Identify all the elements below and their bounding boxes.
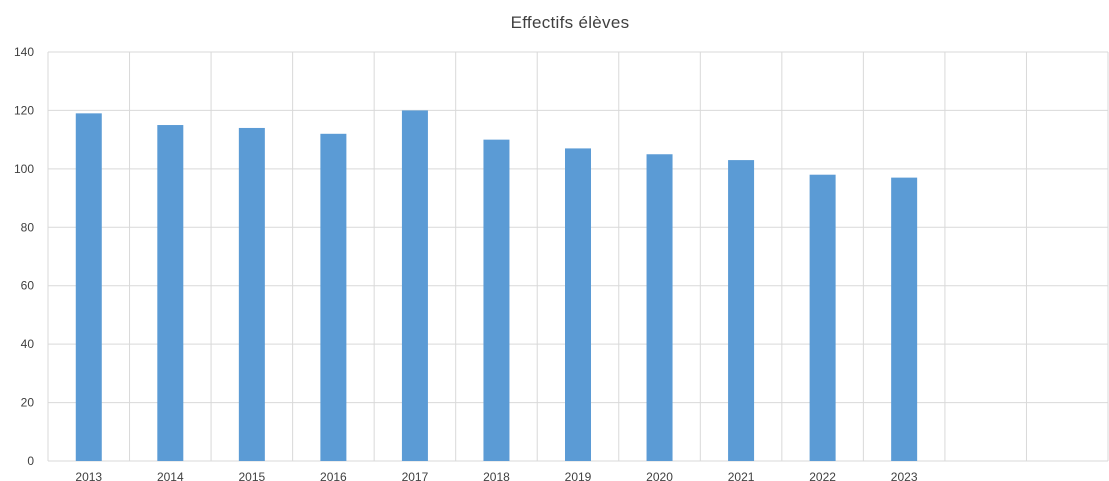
bar-2020 [646,154,673,461]
bar-2019 [565,148,591,461]
bar-2018 [483,139,510,461]
x-tick-label: 2013 [75,470,102,481]
bar-2015 [238,127,265,461]
y-tick-label: 140 [14,45,34,59]
bar-2023 [891,177,918,461]
bar-2016 [320,133,347,462]
bar-2014 [157,125,184,462]
y-tick-label: 80 [21,220,35,234]
x-tick-label: 2016 [320,470,347,481]
y-tick-label: 60 [21,279,35,293]
bar-2013 [75,113,102,461]
y-axis-ticks: 0 20 40 60 80 100 120 140 [14,45,34,468]
x-tick-label: 2015 [238,470,265,481]
y-tick-label: 100 [14,162,34,176]
y-tick-label: 120 [14,103,34,117]
x-tick-label: 2022 [809,470,836,481]
x-tick-label: 2023 [891,470,918,481]
y-tick-label: 40 [21,337,35,351]
x-tick-label: 2017 [402,470,429,481]
x-tick-label: 2018 [483,470,510,481]
x-tick-label: 2020 [646,470,673,481]
y-tick-label: 0 [27,454,34,468]
x-axis-ticks: 2013 2014 2015 2016 2017 2018 2019 2020 2021 2022… [75,470,917,481]
x-tick-label: 2014 [157,470,184,481]
bar-2017 [401,110,428,461]
bar-2021 [728,160,755,462]
bar-2022 [809,174,836,461]
bars [75,110,918,462]
x-tick-label: 2019 [565,470,592,481]
chart-title: Effectifs élèves [511,13,630,32]
y-tick-label: 20 [21,396,35,410]
x-tick-label: 2021 [728,470,755,481]
